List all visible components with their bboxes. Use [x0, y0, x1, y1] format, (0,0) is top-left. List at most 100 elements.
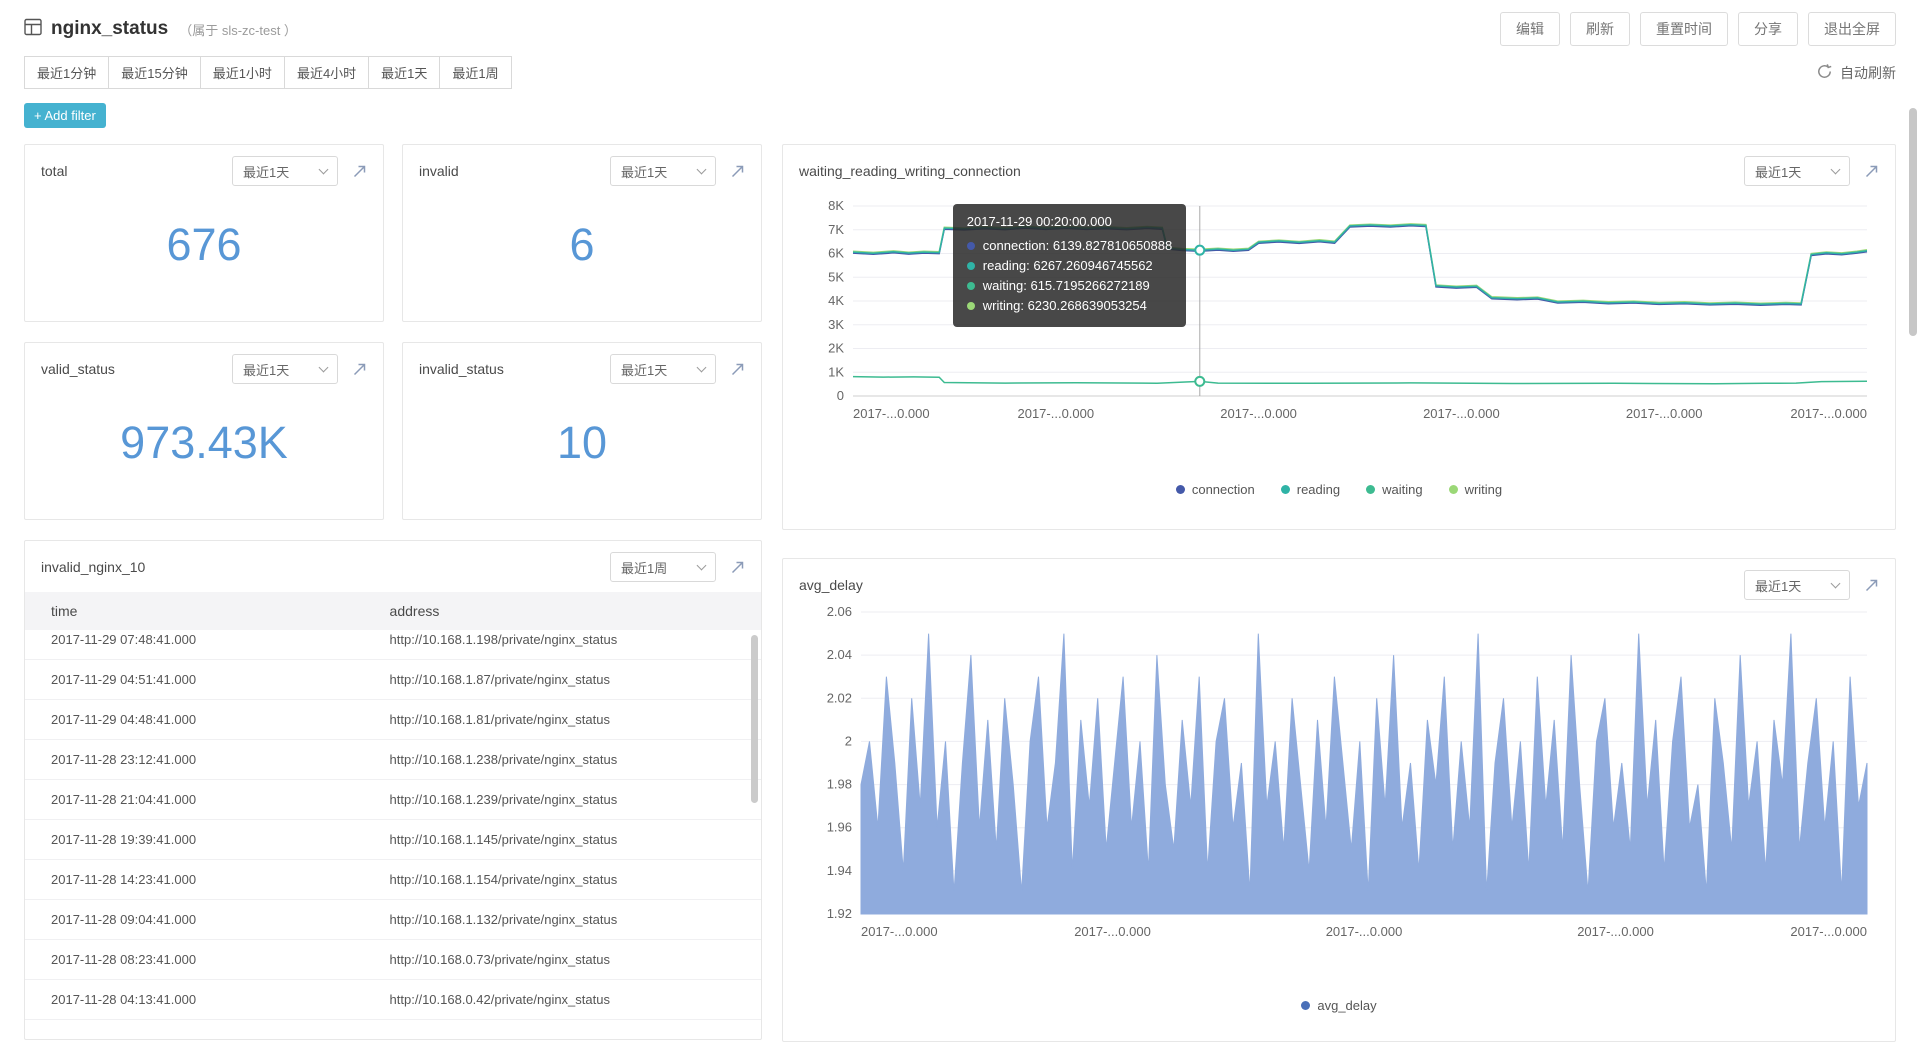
table-header-row: time address	[25, 592, 761, 630]
chevron-down-icon	[696, 164, 707, 174]
address-cell: http://10.168.1.154/private/nginx_status	[389, 872, 618, 887]
time-range-tab-1d[interactable]: 最近1天	[369, 56, 441, 89]
open-in-new-icon[interactable]	[730, 164, 745, 179]
svg-text:4K: 4K	[828, 293, 844, 308]
panel-avg-delay: avg_delay 最近1天 1.92 1.94 1.96 1.98 2 2.02 2.04…	[782, 558, 1896, 1042]
chevron-down-icon	[318, 164, 329, 174]
add-filter-button[interactable]: + Add filter	[24, 103, 106, 128]
share-button[interactable]: 分享	[1738, 12, 1798, 46]
svg-text:2017-...0.000: 2017-...0.000	[1790, 924, 1867, 939]
time-range-value: 最近1天	[621, 362, 668, 378]
time-range-value: 最近1天	[621, 164, 668, 180]
chevron-down-icon	[1830, 164, 1841, 174]
legend-label: reading	[1296, 482, 1341, 497]
svg-text:6K: 6K	[828, 246, 844, 261]
stat-row-2: valid_status 最近1天 973.43K inval	[24, 342, 762, 520]
svg-text:2017-...0.000: 2017-...0.000	[1017, 406, 1094, 421]
panel-total: total 最近1天 676	[24, 144, 384, 322]
time-range-select[interactable]: 最近1天	[1744, 570, 1850, 600]
dashboard-grid: total 最近1天 676 invalid	[0, 144, 1920, 1042]
left-column: total 最近1天 676 invalid	[24, 144, 762, 1040]
svg-text:2017-...0.000: 2017-...0.000	[1626, 406, 1703, 421]
time-cell: 2017-11-28 09:04:41.000	[51, 912, 197, 927]
legend-label: writing	[1464, 482, 1503, 497]
connection-dot-icon	[1175, 485, 1185, 494]
auto-refresh-label: 自动刷新	[1840, 64, 1896, 81]
open-in-new-icon[interactable]	[352, 362, 367, 377]
address-cell: http://10.168.0.73/private/nginx_status	[389, 952, 610, 967]
time-range-tab-1h[interactable]: 最近1小时	[200, 56, 285, 89]
open-in-new-icon[interactable]	[730, 560, 745, 575]
table-body: 2017-11-29 07:48:41.000 http://10.168.1.1…	[25, 630, 761, 1034]
chevron-down-icon	[696, 560, 707, 570]
legend-label: waiting	[1382, 482, 1423, 497]
time-range-value: 最近1天	[243, 362, 290, 378]
svg-text:8K: 8K	[828, 198, 844, 213]
tooltip-series-value: writing: 6230.268639053254	[966, 296, 1172, 316]
svg-text:2: 2	[845, 733, 852, 748]
open-in-new-icon[interactable]	[1864, 164, 1879, 179]
top-bar: nginx_status （属于 sls-zc-test ） 编辑 刷新 重置时间分…	[0, 0, 1920, 46]
exit-fullscreen-button[interactable]: 退出全屏	[1808, 12, 1896, 46]
svg-text:2017-...0.000: 2017-...0.000	[1790, 406, 1867, 421]
legend-item-avg_delay[interactable]: avg_delay	[1301, 998, 1377, 1013]
address-cell: http://10.168.1.81/private/nginx_status	[389, 712, 610, 727]
legend-item-waiting[interactable]: waiting	[1366, 482, 1423, 497]
time-range-select[interactable]: 最近1天	[1744, 156, 1850, 186]
svg-text:1.98: 1.98	[827, 777, 852, 792]
table-scrollbar-thumb[interactable]	[751, 635, 758, 803]
column-header-address: address	[389, 603, 440, 619]
time-cell: 2017-11-29 07:48:41.000	[51, 632, 197, 647]
legend-item-connection[interactable]: connection	[1175, 482, 1255, 497]
table-row: 2017-11-29 04:51:41.000 http://10.168.1.8…	[25, 660, 761, 700]
avg_delay-dot-icon	[1301, 1001, 1311, 1010]
auto-refresh-button[interactable]: 自动刷新	[1816, 63, 1896, 83]
edit-button[interactable]: 编辑	[1500, 12, 1560, 46]
open-in-new-icon[interactable]	[1864, 578, 1879, 593]
connection-line-chart[interactable]: 0 1K 2K 3K 4K 5K 6K 7K 8K 2017-...0.000 2017-...0.…	[797, 194, 1881, 434]
panel-invalid: invalid 最近1天 6	[402, 144, 762, 322]
tooltip-series-value: reading: 6267.260946745562	[966, 256, 1172, 276]
time-filter-row: 最近1分钟 最近15分钟 最近1小时 最近4小时 最近1天 最近1周 自动刷新	[0, 46, 1920, 89]
time-range-select[interactable]: 最近1天	[232, 354, 338, 384]
page-scrollbar-thumb[interactable]	[1909, 108, 1917, 336]
legend-item-writing[interactable]: writing	[1448, 482, 1503, 497]
refresh-button[interactable]: 刷新	[1570, 12, 1630, 46]
panel-title: invalid	[419, 163, 459, 179]
table-row: 2017-11-28 21:04:41.000 http://10.168.1.2…	[25, 780, 761, 820]
table-row: 2017-11-28 08:23:41.000 http://10.168.0.7…	[25, 940, 761, 980]
time-cell: 2017-11-28 19:39:41.000	[51, 832, 197, 847]
panel-title: invalid_status	[419, 361, 504, 377]
time-range-select[interactable]: 最近1天	[610, 156, 716, 186]
svg-text:7K: 7K	[828, 222, 844, 237]
writing-dot-icon	[966, 302, 975, 311]
tooltip-series-value: waiting: 615.7195266272189	[966, 276, 1172, 296]
svg-text:0: 0	[837, 388, 844, 403]
open-in-new-icon[interactable]	[730, 362, 745, 377]
reset-time-button[interactable]: 重置时间	[1640, 12, 1728, 46]
time-range-tab-4h[interactable]: 最近4小时	[284, 56, 370, 89]
panel-connection-chart: waiting_reading_writing_connection 最近1天 …	[782, 144, 1896, 530]
table-row: 2017-11-28 04:13:41.000 http://10.168.0.4…	[25, 980, 761, 1020]
time-range-tab-1w[interactable]: 最近1周	[440, 56, 512, 89]
avg-delay-area-chart[interactable]: 1.92 1.94 1.96 1.98 2 2.02 2.04 2.06 2017-...0.0…	[797, 604, 1881, 954]
legend-item-reading[interactable]: reading	[1280, 482, 1341, 497]
svg-text:2.06: 2.06	[827, 604, 852, 619]
time-range-select[interactable]: 最近1周	[610, 552, 716, 582]
panel-valid-status: valid_status 最近1天 973.43K	[24, 342, 384, 520]
table-row: 2017-11-28 14:23:41.000 http://10.168.1.1…	[25, 860, 761, 900]
avg_delay-chart-svg: 1.92 1.94 1.96 1.98 2 2.02 2.04 2.06 2017-...0.0…	[827, 604, 1868, 939]
address-cell: http://10.168.1.239/private/nginx_status	[389, 792, 618, 807]
reading-dot-icon	[1280, 485, 1290, 494]
tooltip-timestamp: 2017-11-29 00:20:00.000	[966, 214, 1112, 229]
time-range-tab-1min[interactable]: 最近1分钟	[24, 56, 110, 89]
address-cell: http://10.168.0.42/private/nginx_status	[389, 992, 610, 1007]
page-scrollbar	[1908, 0, 1918, 1044]
open-in-new-icon[interactable]	[352, 164, 367, 179]
time-range-tab-15min[interactable]: 最近15分钟	[109, 56, 201, 89]
svg-text:2017-...0.000: 2017-...0.000	[1577, 924, 1654, 939]
time-range-select[interactable]: 最近1天	[232, 156, 338, 186]
time-range-select[interactable]: 最近1天	[610, 354, 716, 384]
column-header-time: time	[51, 603, 78, 619]
svg-text:2017-...0.000: 2017-...0.000	[1220, 406, 1297, 421]
